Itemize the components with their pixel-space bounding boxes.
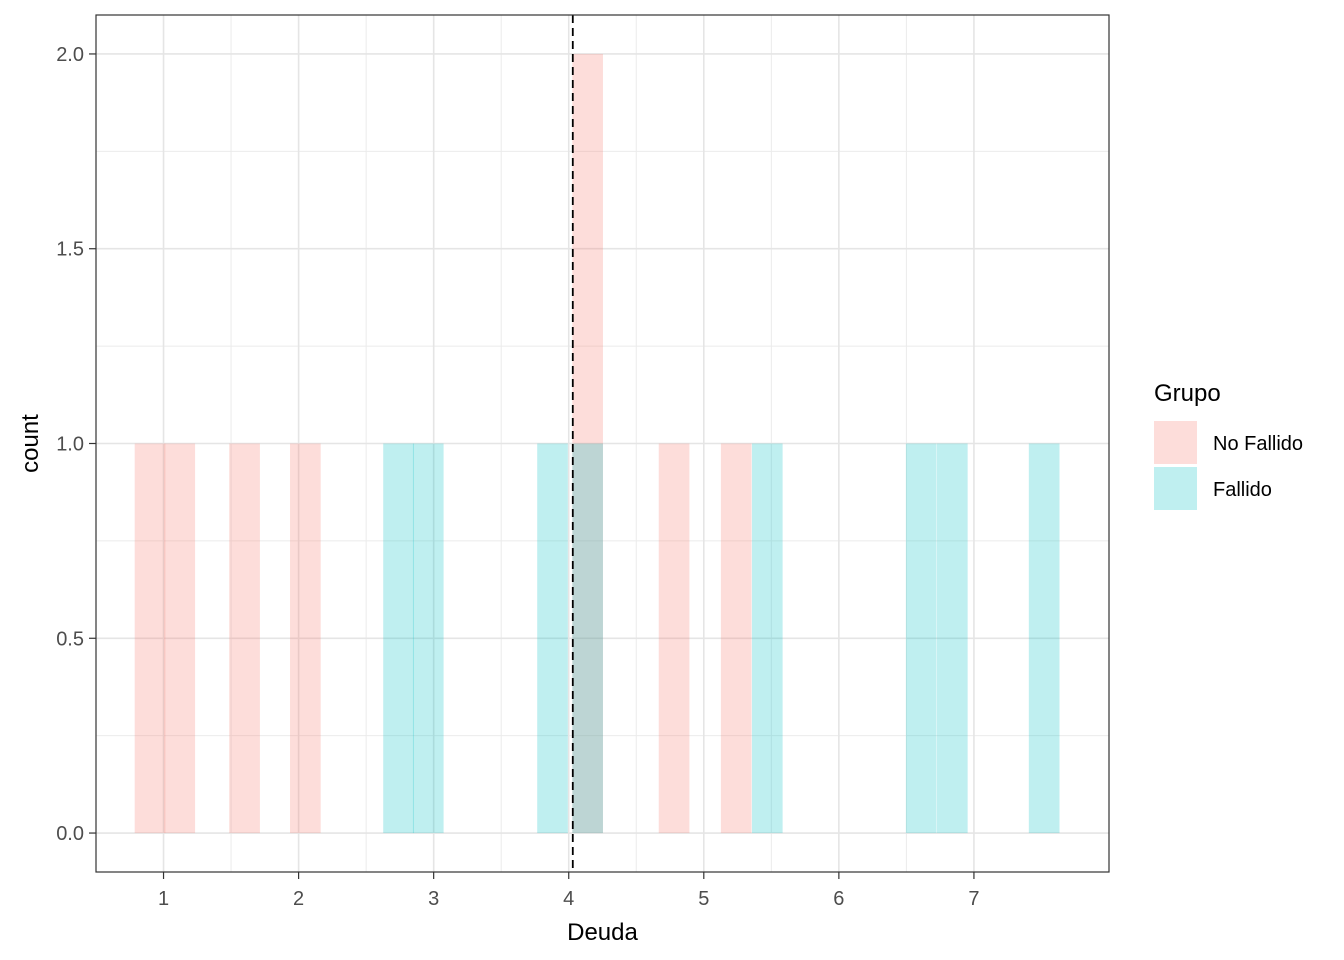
y-tick-label: 0.0 xyxy=(56,823,84,845)
legend-title: Grupo xyxy=(1154,380,1221,407)
histogram-bar xyxy=(383,443,414,834)
legend: Grupo No Fallido Fallido xyxy=(1154,380,1303,510)
legend-items: No Fallido Fallido xyxy=(1154,421,1303,510)
x-tick-label: 1 xyxy=(158,888,169,910)
series-fallido xyxy=(383,443,1060,834)
x-tick-label: 3 xyxy=(428,888,439,910)
legend-key xyxy=(1154,421,1197,464)
histogram-bar xyxy=(572,53,603,834)
series-no-fallido xyxy=(134,53,752,834)
legend-label: Fallido xyxy=(1213,479,1272,501)
axes-layer: 1 2 3 4 5 6 7 0.0 0.5 1.0 1.5 2.0 xyxy=(56,44,979,910)
x-tick-label: 2 xyxy=(293,888,304,910)
y-tick-label: 0.5 xyxy=(56,628,84,650)
histogram-bar xyxy=(658,443,690,834)
y-tick-label: 1.0 xyxy=(56,434,84,456)
histogram-bar xyxy=(229,443,260,834)
histogram-bar xyxy=(134,443,166,834)
y-axis-title: count xyxy=(17,414,44,473)
x-tick-label: 7 xyxy=(968,888,979,910)
grid-layer xyxy=(96,15,1109,872)
legend-label: No Fallido xyxy=(1213,433,1303,455)
histogram-bar xyxy=(751,443,783,834)
y-tick-label: 1.5 xyxy=(56,239,84,261)
bars-layer xyxy=(134,53,1060,834)
y-tick-label: 2.0 xyxy=(56,44,84,66)
histogram-bar xyxy=(412,443,444,834)
histogram-bar xyxy=(905,443,937,834)
x-tick-label: 4 xyxy=(563,888,574,910)
histogram-bar xyxy=(1028,443,1060,834)
x-tick-label: 5 xyxy=(698,888,709,910)
histogram-bar xyxy=(537,443,568,834)
x-tick-label: 6 xyxy=(833,888,844,910)
histogram-bar xyxy=(936,443,968,834)
histogram-bar xyxy=(720,443,752,834)
histogram-bar xyxy=(290,443,321,834)
histogram-bar xyxy=(164,443,196,834)
histogram-bar xyxy=(572,443,603,834)
legend-key xyxy=(1154,467,1197,510)
x-axis-title: Deuda xyxy=(567,919,638,946)
